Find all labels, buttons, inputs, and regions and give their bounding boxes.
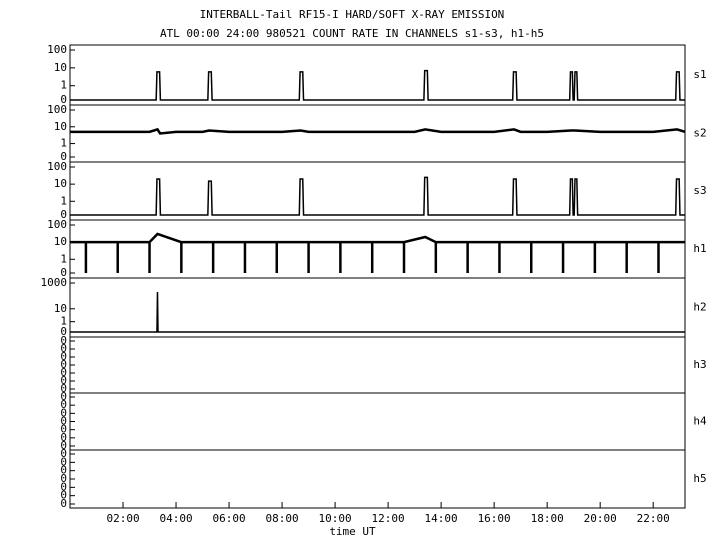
- y-tick-label: 1: [60, 79, 67, 92]
- x-axis-label: time UT: [329, 525, 376, 538]
- y-tick-label: 1000: [41, 276, 68, 289]
- y-tick-label: 10: [54, 61, 67, 74]
- y-tick-label: 0: [60, 472, 67, 485]
- y-tick-label: 0: [60, 266, 67, 279]
- x-tick-label: 08:00: [266, 512, 299, 525]
- chart-subtitle: ATL 00:00 24:00 980521 COUNT RATE IN CHA…: [160, 27, 544, 40]
- series-line: [70, 127, 686, 135]
- y-tick-label: 0: [60, 406, 67, 419]
- y-tick-label: 0: [60, 358, 67, 371]
- y-tick-label: 1: [60, 137, 67, 150]
- chart-title: INTERBALL-Tail RF15-I HARD/SOFT X-RAY EM…: [200, 8, 505, 21]
- panel-label: h5: [693, 472, 706, 485]
- panel-label: h4: [693, 415, 707, 428]
- y-tick-label: 0: [60, 415, 67, 428]
- y-tick-label: 1: [60, 315, 67, 328]
- y-tick-label: 0: [60, 398, 67, 411]
- x-tick-label: 18:00: [531, 512, 564, 525]
- x-tick-label: 20:00: [584, 512, 617, 525]
- series-line: [70, 69, 685, 101]
- x-tick-label: 14:00: [425, 512, 458, 525]
- x-tick-label: 06:00: [212, 512, 245, 525]
- y-tick-label: 0: [60, 497, 67, 510]
- y-tick-label: 1: [60, 194, 67, 207]
- y-tick-label: 0: [60, 342, 67, 355]
- y-tick-label: 100: [47, 218, 67, 231]
- y-tick-label: 100: [47, 43, 67, 56]
- y-tick-label: 10: [54, 302, 67, 315]
- x-tick-label: 02:00: [106, 512, 139, 525]
- y-tick-label: 100: [47, 103, 67, 116]
- y-tick-label: 0: [60, 464, 67, 477]
- series-line: [70, 232, 685, 273]
- panel-label: s1: [693, 68, 706, 81]
- y-tick-label: 0: [60, 455, 67, 468]
- y-tick-label: 0: [60, 447, 67, 460]
- y-tick-label: 0: [60, 374, 67, 387]
- y-tick-label: 0: [60, 489, 67, 502]
- y-tick-label: 0: [60, 150, 67, 163]
- y-tick-label: 10: [54, 177, 67, 190]
- panel-label: s3: [693, 184, 706, 197]
- y-tick-label: 0: [60, 480, 67, 493]
- y-tick-label: 0: [60, 350, 67, 363]
- y-tick-label: 0: [60, 334, 67, 347]
- y-tick-label: 0: [60, 208, 67, 221]
- x-tick-label: 16:00: [478, 512, 511, 525]
- y-tick-label: 0: [60, 382, 67, 395]
- y-tick-label: 0: [60, 423, 67, 436]
- y-tick-label: 10: [54, 120, 67, 133]
- panel-label: h3: [693, 358, 706, 371]
- y-tick-label: 0: [60, 93, 67, 106]
- x-tick-label: 04:00: [159, 512, 192, 525]
- y-tick-label: 100: [47, 160, 67, 173]
- series-line: [70, 176, 685, 216]
- y-tick-label: 10: [54, 235, 67, 248]
- panel-label: h2: [693, 301, 706, 314]
- x-tick-label: 10:00: [319, 512, 352, 525]
- y-tick-label: 0: [60, 390, 67, 403]
- x-tick-label: 22:00: [637, 512, 670, 525]
- panel-label: s2: [693, 127, 706, 140]
- x-tick-label: 12:00: [372, 512, 405, 525]
- y-tick-label: 0: [60, 439, 67, 452]
- series-line: [70, 292, 685, 333]
- y-tick-label: 0: [60, 431, 67, 444]
- y-tick-label: 0: [60, 325, 67, 338]
- y-tick-label: 1: [60, 252, 67, 265]
- panel-label: h1: [693, 242, 706, 255]
- y-tick-label: 0: [60, 366, 67, 379]
